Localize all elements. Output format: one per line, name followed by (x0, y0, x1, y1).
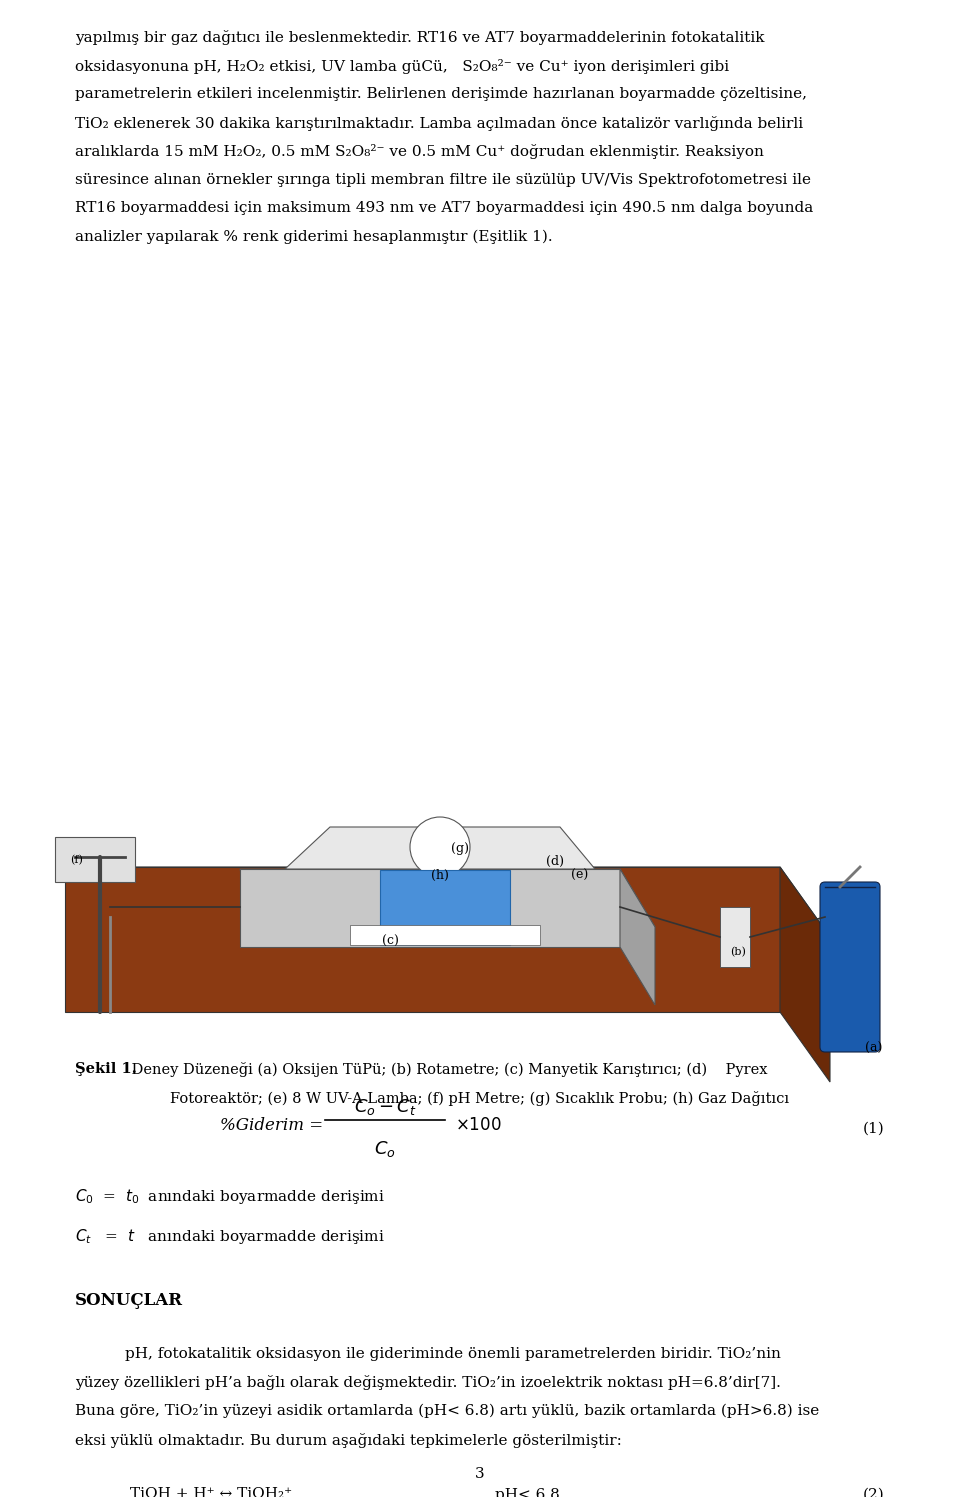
Text: süresince alınan örnekler şırınga tipli membran filtre ile süzülüp UV/Vis Spektr: süresince alınan örnekler şırınga tipli … (75, 172, 811, 187)
FancyBboxPatch shape (820, 882, 880, 1052)
Text: TiOH + H⁺ ↔ TiOH₂⁺: TiOH + H⁺ ↔ TiOH₂⁺ (130, 1488, 292, 1497)
Text: Buna göre, TiO₂’in yüzeyi asidik ortamlarda (pH< 6.8) artı yüklü, bazik ortamlar: Buna göre, TiO₂’in yüzeyi asidik ortamla… (75, 1404, 819, 1418)
Text: (h): (h) (431, 868, 449, 882)
Text: Şekil 1.: Şekil 1. (75, 1061, 136, 1076)
Text: (f): (f) (70, 855, 83, 865)
Text: analizler yapılarak % renk giderimi hesaplanmıştır (Eşitlik 1).: analizler yapılarak % renk giderimi hesa… (75, 229, 553, 244)
Text: SONUÇLAR: SONUÇLAR (75, 1292, 183, 1308)
Polygon shape (780, 867, 830, 1082)
Polygon shape (65, 867, 830, 937)
Text: oksidasyonuna pH, H₂O₂ etkisi, UV lamba güCü,   S₂O₈²⁻ ve Cu⁺ iyon derişimleri g: oksidasyonuna pH, H₂O₂ etkisi, UV lamba … (75, 58, 730, 73)
Text: Deney Düzeneği (a) Oksijen TüPü; (b) Rotametre; (c) Manyetik Karıştırıcı; (d)   : Deney Düzeneği (a) Oksijen TüPü; (b) Rot… (127, 1061, 767, 1076)
FancyBboxPatch shape (720, 907, 750, 967)
Text: 3: 3 (475, 1467, 485, 1481)
Polygon shape (350, 925, 540, 945)
Text: (1): (1) (863, 1121, 885, 1136)
Text: eksi yüklü olmaktadır. Bu durum aşağıdaki tepkimelerle gösterilmiştir:: eksi yüklü olmaktadır. Bu durum aşağıdak… (75, 1433, 622, 1448)
Text: (d): (d) (546, 855, 564, 868)
Text: TiO₂ eklenerek 30 dakika karıştırılmaktadır. Lamba açılmadan önce katalizör varl: TiO₂ eklenerek 30 dakika karıştırılmakta… (75, 115, 804, 130)
Text: $C_o$: $C_o$ (374, 1139, 396, 1159)
Circle shape (410, 817, 470, 877)
Text: RT16 boyarmaddesi için maksimum 493 nm ve AT7 boyarmaddesi için 490.5 nm dalga b: RT16 boyarmaddesi için maksimum 493 nm v… (75, 201, 813, 216)
Text: parametrelerin etkileri incelenmiştir. Belirlenen derişimde hazırlanan boyarmadd: parametrelerin etkileri incelenmiştir. B… (75, 87, 807, 100)
Text: (e): (e) (571, 868, 588, 882)
Polygon shape (240, 868, 620, 948)
Text: yapılmış bir gaz dağıtıcı ile beslenmektedir. RT16 ve AT7 boyarmaddelerinin foto: yapılmış bir gaz dağıtıcı ile beslenmekt… (75, 30, 764, 45)
Polygon shape (240, 868, 655, 927)
Text: $C_0$  =  $t_0$  anındaki boyarmadde derişimi: $C_0$ = $t_0$ anındaki boyarmadde derişi… (75, 1187, 385, 1207)
Text: $C_t$   =  $t$   anındaki boyarmadde derişimi: $C_t$ = $t$ anındaki boyarmadde derişimi (75, 1228, 385, 1246)
Polygon shape (65, 867, 780, 1012)
Text: (g): (g) (451, 841, 469, 855)
Text: (c): (c) (381, 936, 398, 948)
Text: (a): (a) (865, 1042, 882, 1055)
Polygon shape (380, 870, 510, 945)
Polygon shape (285, 826, 595, 868)
Text: pH, fotokatalitik oksidasyon ile gideriminde önemli parametrelerden biridir. TiO: pH, fotokatalitik oksidasyon ile giderim… (125, 1347, 780, 1361)
Text: (2): (2) (863, 1488, 885, 1497)
Text: $C_o - C_t$: $C_o - C_t$ (353, 1097, 417, 1117)
FancyBboxPatch shape (55, 837, 135, 882)
Text: Fotoreaktör; (e) 8 W UV-A Lamba; (f) pH Metre; (g) Sıcaklık Probu; (h) Gaz Dağıt: Fotoreaktör; (e) 8 W UV-A Lamba; (f) pH … (171, 1090, 789, 1105)
Text: $\times 100$: $\times 100$ (455, 1117, 501, 1135)
Text: %Giderim =: %Giderim = (220, 1117, 324, 1135)
Polygon shape (620, 868, 655, 1004)
Text: aralıklarda 15 mM H₂O₂, 0.5 mM S₂O₈²⁻ ve 0.5 mM Cu⁺ doğrudan eklenmiştir. Reaksi: aralıklarda 15 mM H₂O₂, 0.5 mM S₂O₈²⁻ ve… (75, 144, 764, 159)
Text: yüzey özellikleri pH’a bağlı olarak değişmektedir. TiO₂’in izoelektrik noktası p: yüzey özellikleri pH’a bağlı olarak deği… (75, 1376, 780, 1391)
Text: pH< 6.8: pH< 6.8 (495, 1488, 560, 1497)
Text: (b): (b) (730, 948, 746, 957)
